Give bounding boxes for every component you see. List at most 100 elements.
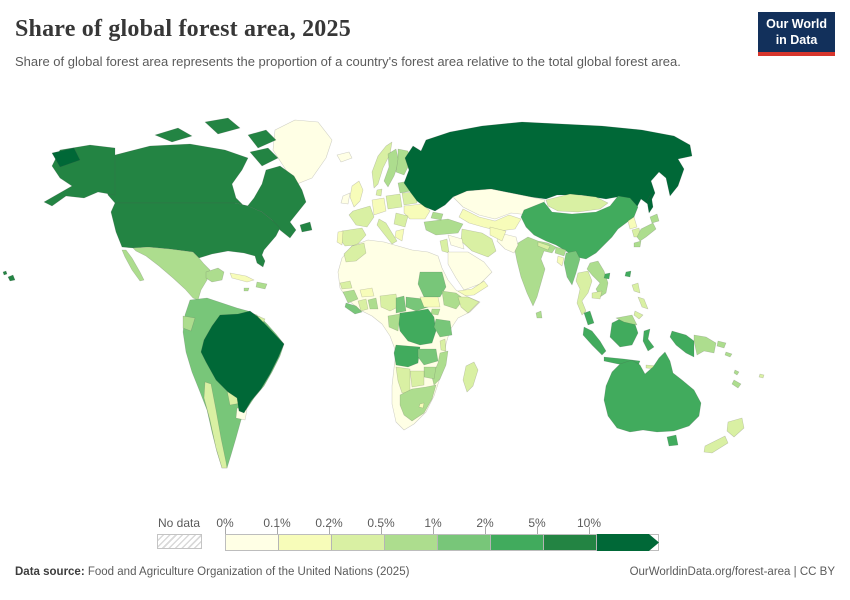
legend-color-cell-1[interactable] — [278, 535, 331, 550]
country-poland[interactable] — [385, 193, 403, 210]
country-zambia[interactable] — [417, 348, 439, 366]
country-italy[interactable] — [376, 218, 398, 245]
country-south-africa[interactable] — [399, 384, 437, 422]
country-tanzania[interactable] — [433, 318, 453, 338]
country-indonesia-papua[interactable] — [669, 330, 695, 358]
country-australia-tasmania[interactable] — [666, 434, 679, 447]
country-thailand[interactable] — [575, 270, 593, 316]
country-new-caledonia[interactable] — [731, 379, 742, 389]
legend-color-cell-7-arrow[interactable] — [596, 534, 659, 551]
legend-color-cell-0[interactable] — [226, 535, 278, 550]
countries-gabon-congo[interactable] — [387, 313, 401, 332]
country-iraq[interactable] — [447, 234, 465, 250]
country-usa[interactable] — [110, 202, 281, 268]
country-somalia[interactable] — [457, 296, 480, 314]
country-turkey[interactable] — [423, 218, 464, 236]
countries-central-asia[interactable] — [458, 208, 522, 232]
country-new-zealand-north[interactable] — [726, 417, 745, 438]
country-zimbabwe[interactable] — [423, 366, 437, 380]
country-mexico-yucatan[interactable] — [205, 267, 225, 283]
country-malaysia-borneo[interactable] — [615, 314, 638, 326]
owid-link[interactable]: OurWorldinData.org/forest-area — [629, 566, 791, 578]
country-ivory-coast[interactable] — [357, 298, 369, 312]
country-finland[interactable] — [395, 148, 411, 176]
country-indonesia-sulawesi[interactable] — [642, 328, 655, 352]
legend-color-cell-2[interactable] — [331, 535, 384, 550]
country-vanuatu[interactable] — [733, 369, 740, 376]
country-china[interactable] — [520, 195, 639, 260]
country-russia-sakhalin[interactable] — [646, 193, 654, 214]
country-new-zealand-south[interactable] — [703, 435, 729, 454]
country-sweden[interactable] — [383, 148, 400, 188]
country-iran[interactable] — [460, 228, 497, 258]
country-india-northeast[interactable] — [554, 246, 567, 257]
country-north-korea[interactable] — [627, 216, 638, 230]
country-mexico[interactable] — [132, 246, 211, 301]
legend-color-cell-6[interactable] — [543, 535, 596, 550]
country-fiji[interactable] — [758, 373, 765, 379]
country-portugal[interactable] — [336, 230, 344, 246]
countries-sierra-leone-liberia[interactable] — [344, 302, 363, 315]
country-australia[interactable] — [603, 351, 702, 433]
country-ethiopia[interactable] — [441, 290, 465, 310]
country-cambodia[interactable] — [591, 290, 603, 300]
country-south-sudan[interactable] — [419, 296, 441, 308]
country-guinea[interactable] — [342, 289, 359, 304]
countries-ghana-togo-benin[interactable] — [367, 297, 379, 310]
country-usa-hawaii[interactable] — [2, 270, 16, 282]
country-canada-newfoundland[interactable] — [299, 221, 313, 233]
country-ireland[interactable] — [340, 192, 351, 205]
country-iceland[interactable] — [336, 151, 353, 163]
country-philippines-visayas[interactable] — [637, 296, 649, 310]
country-mexico-baja[interactable] — [121, 249, 145, 282]
countries-levant[interactable] — [439, 238, 450, 254]
legend-color-cell-5[interactable] — [490, 535, 543, 550]
country-philippines-luzon[interactable] — [631, 282, 641, 294]
country-japan-hokkaido[interactable] — [649, 213, 660, 224]
country-bangladesh[interactable] — [556, 255, 565, 267]
country-morocco[interactable] — [343, 242, 367, 263]
country-united-kingdom[interactable] — [349, 180, 364, 208]
legend-color-cell-3[interactable] — [384, 535, 437, 550]
country-japan-honshu[interactable] — [636, 222, 657, 242]
country-denmark[interactable] — [375, 188, 383, 197]
country-malaysia[interactable] — [583, 310, 595, 326]
country-brazil[interactable] — [200, 310, 285, 414]
country-russia-chukotka[interactable] — [51, 147, 81, 168]
country-france[interactable] — [348, 205, 375, 228]
country-burkina-faso[interactable] — [359, 287, 375, 298]
country-hispaniola[interactable] — [255, 281, 268, 290]
country-myanmar[interactable] — [563, 250, 581, 286]
country-dr-congo[interactable] — [397, 308, 437, 346]
country-china-hainan[interactable] — [603, 272, 611, 280]
country-solomon-islands[interactable] — [724, 351, 733, 358]
country-greece[interactable] — [394, 228, 405, 242]
country-greenland[interactable] — [272, 119, 333, 185]
owid-logo[interactable]: Our World in Data — [758, 12, 835, 57]
countries-caucasus[interactable] — [430, 211, 444, 221]
country-botswana[interactable] — [409, 370, 425, 388]
country-afghanistan[interactable] — [489, 226, 507, 242]
country-senegal[interactable] — [339, 280, 353, 290]
country-germany[interactable] — [371, 197, 387, 216]
legend-color-cell-4[interactable] — [437, 535, 490, 550]
country-jamaica[interactable] — [243, 287, 250, 292]
country-japan-kyushu[interactable] — [633, 240, 642, 248]
country-lesotho[interactable] — [418, 402, 425, 409]
country-papua-new-guinea[interactable] — [693, 334, 717, 356]
country-mozambique[interactable] — [431, 350, 449, 386]
country-sudan[interactable] — [417, 271, 447, 298]
license-label[interactable]: CC BY — [799, 566, 835, 578]
country-chile[interactable] — [203, 381, 228, 469]
country-angola[interactable] — [393, 344, 421, 368]
legend-no-data-swatch[interactable] — [157, 534, 202, 549]
country-cameroon[interactable] — [395, 295, 407, 314]
country-taiwan[interactable] — [624, 270, 632, 278]
country-cuba[interactable] — [229, 272, 255, 283]
country-malawi[interactable] — [439, 338, 447, 352]
country-romania[interactable] — [393, 212, 409, 228]
country-ecuador[interactable] — [182, 315, 196, 332]
country-mongolia[interactable] — [545, 193, 609, 213]
country-png-new-britain[interactable] — [716, 340, 727, 349]
country-madagascar[interactable] — [462, 361, 479, 393]
